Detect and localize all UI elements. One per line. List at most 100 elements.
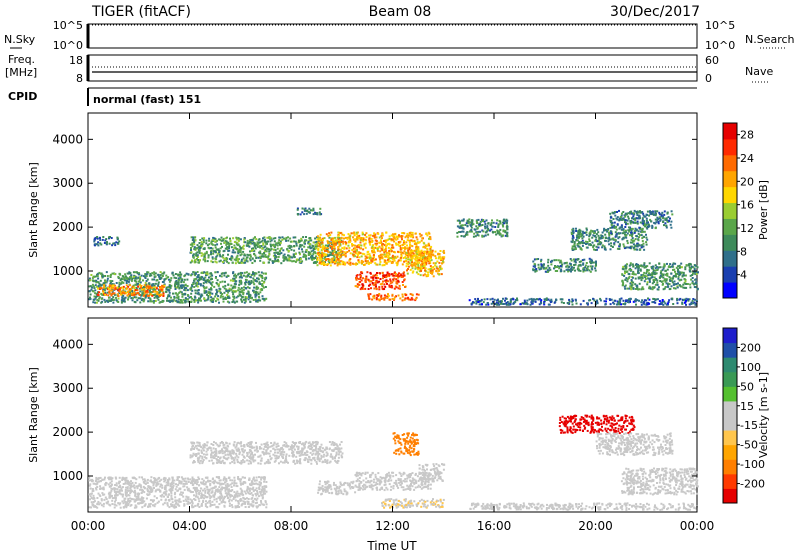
range-cell	[360, 245, 362, 247]
range-cell	[294, 236, 296, 238]
range-cell	[245, 281, 247, 283]
range-cell	[617, 219, 619, 221]
range-cell	[591, 302, 593, 304]
range-cell	[506, 220, 508, 222]
range-cell	[255, 299, 257, 301]
range-cell	[387, 261, 389, 263]
range-cell	[640, 274, 642, 276]
range-cell	[387, 293, 389, 295]
range-cell	[302, 236, 304, 238]
colorbar-segment	[723, 266, 737, 282]
range-cell	[490, 298, 492, 300]
range-cell	[209, 294, 211, 296]
range-cell	[163, 293, 165, 295]
range-cell	[692, 298, 694, 300]
range-cell	[362, 248, 364, 250]
range-cell	[203, 278, 205, 280]
range-cell	[224, 281, 226, 283]
range-cell	[418, 294, 420, 296]
range-cell	[561, 298, 563, 300]
range-cell	[140, 287, 142, 289]
range-cell	[262, 237, 264, 239]
range-cell	[210, 288, 212, 290]
range-cell	[618, 248, 620, 250]
range-cell	[128, 281, 130, 283]
range-cell	[440, 258, 442, 260]
range-cell	[469, 231, 471, 233]
range-cell	[406, 252, 408, 254]
range-cell	[359, 262, 361, 264]
range-cell	[646, 222, 648, 224]
range-cell	[363, 264, 365, 266]
range-cell	[669, 288, 671, 290]
range-cell	[203, 298, 205, 300]
range-cell	[322, 248, 324, 250]
range-cell	[400, 257, 402, 259]
range-cell	[669, 276, 671, 278]
range-cell	[314, 238, 316, 240]
range-cell	[208, 257, 210, 259]
range-cell	[597, 302, 599, 304]
range-cell	[315, 244, 317, 246]
range-cell	[146, 287, 148, 289]
range-cell	[618, 233, 620, 235]
range-cell	[695, 278, 697, 280]
range-cell	[645, 278, 647, 280]
range-cell	[614, 239, 616, 241]
range-cell	[97, 275, 99, 277]
range-cell	[237, 274, 239, 276]
range-cell	[295, 261, 297, 263]
range-cell	[212, 281, 214, 283]
range-cell	[627, 233, 629, 235]
range-cell	[252, 257, 254, 259]
range-cell	[244, 302, 246, 304]
range-cell	[349, 235, 351, 237]
range-cell	[491, 303, 493, 305]
range-cell	[139, 301, 141, 303]
range-cell	[672, 278, 674, 280]
range-cell	[399, 285, 401, 287]
range-cell	[252, 281, 254, 283]
range-cell	[257, 287, 259, 289]
range-cell	[609, 227, 611, 229]
range-cell	[685, 304, 687, 306]
range-cell	[423, 251, 425, 253]
range-cell	[181, 296, 183, 298]
range-cell	[197, 261, 199, 263]
range-cell	[654, 279, 656, 281]
range-cell	[232, 293, 234, 295]
range-cell	[356, 285, 358, 287]
range-cell	[677, 278, 679, 280]
range-cell	[120, 279, 122, 281]
range-cell	[229, 288, 231, 290]
range-cell	[400, 251, 402, 253]
range-cell	[293, 245, 295, 247]
range-cell	[136, 289, 138, 291]
range-cell	[615, 234, 617, 236]
range-cell	[264, 245, 266, 247]
range-cell	[166, 297, 168, 299]
range-cell	[365, 279, 367, 281]
range-cell	[212, 253, 214, 255]
range-cell	[251, 262, 253, 264]
range-cell	[360, 242, 362, 244]
range-cell	[538, 264, 540, 266]
range-cell	[584, 267, 586, 269]
range-cell	[147, 300, 149, 302]
range-cell	[190, 293, 192, 295]
range-cell	[306, 249, 308, 251]
range-cell	[580, 264, 582, 266]
range-cell	[307, 246, 309, 248]
range-cell	[320, 234, 322, 236]
range-cell	[401, 236, 403, 238]
range-cell	[647, 274, 649, 276]
range-cell	[368, 297, 370, 299]
range-cell	[110, 287, 112, 289]
range-cell	[650, 213, 652, 215]
range-cell	[137, 277, 139, 279]
range-cell	[555, 299, 557, 301]
range-cell	[409, 242, 411, 244]
range-cell	[225, 272, 227, 274]
range-cell	[319, 262, 321, 264]
range-cell	[391, 250, 393, 252]
